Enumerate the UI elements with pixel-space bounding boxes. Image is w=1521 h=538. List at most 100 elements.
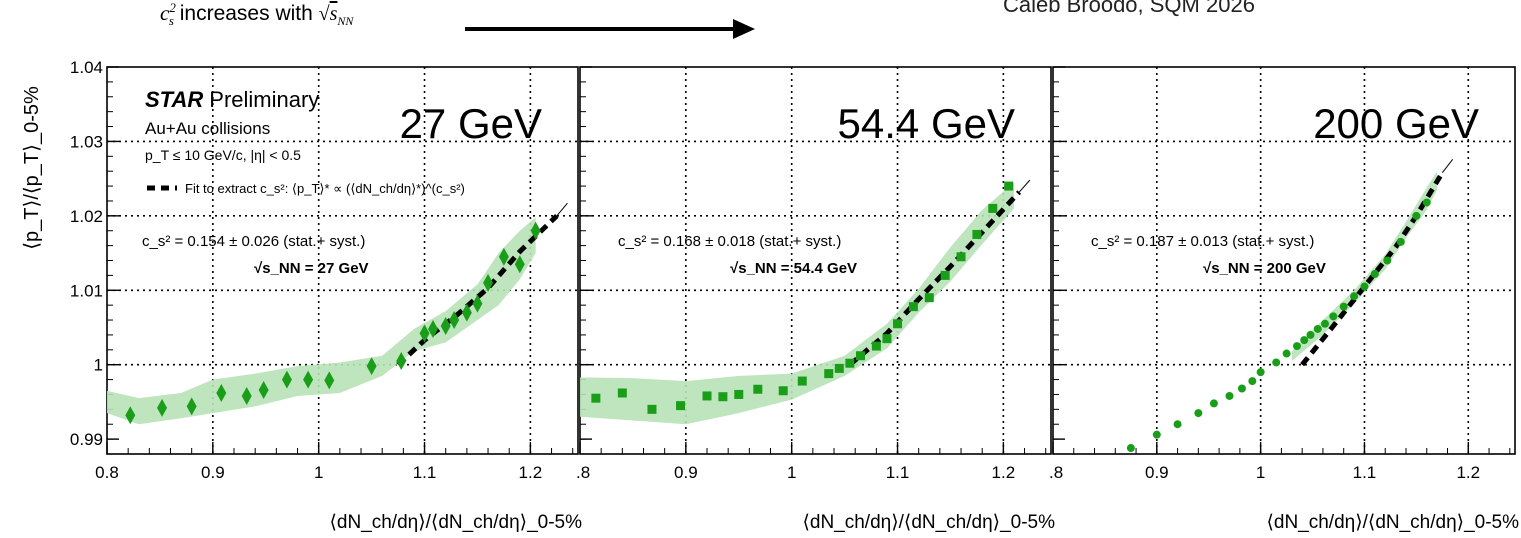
- data-point: [1306, 330, 1315, 339]
- panel-plot-area: [1126, 158, 1454, 453]
- data-point: [753, 384, 763, 394]
- x-tick-label: 0.8: [95, 463, 119, 482]
- trend-arrow: [465, 19, 755, 39]
- data-point: [972, 229, 982, 239]
- y-tick-label: 0.99: [70, 430, 103, 449]
- x-tick-label: 1: [1256, 463, 1265, 482]
- data-point: [924, 293, 934, 303]
- x-tick-label: 0.9: [201, 463, 225, 482]
- data-point: [676, 401, 686, 411]
- data-point: [1300, 336, 1309, 345]
- data-point: [1350, 292, 1359, 301]
- data-point: [908, 302, 918, 312]
- data-point: [427, 319, 438, 338]
- data-point: [1370, 269, 1379, 278]
- experiment-name: STAR: [145, 87, 203, 112]
- y-tick-label: 1.04: [70, 58, 103, 77]
- panel-plot-area: [580, 179, 1031, 425]
- y-tick-label: 1.02: [70, 207, 103, 226]
- data-point: [855, 351, 865, 361]
- data-point: [797, 376, 807, 386]
- x-tick-label: 1.2: [1456, 463, 1480, 482]
- data-point: [1282, 349, 1291, 358]
- x-tick-label: 1.1: [413, 463, 437, 482]
- data-point: [988, 203, 998, 213]
- panel-3: .8 0.9 1 1.1 1.2 200 GeV c_s² = 0.187 ± 0.013 …: [1049, 66, 1519, 533]
- y-axis-label: ⟨p_T⟩/⟨p_T⟩_0-5%: [21, 86, 43, 250]
- data-point: [216, 383, 227, 402]
- fit-extrapolation: [556, 202, 568, 217]
- data-point: [530, 221, 541, 240]
- panel-2: .8 0.9 1 1.1 1.2 54.4 GeV c_s² = 0.168 ± 0.018…: [576, 66, 1055, 533]
- data-point: [1004, 181, 1014, 191]
- data-point: [396, 351, 407, 370]
- legend-title: STAR Preliminary: [145, 87, 319, 112]
- data-point: [483, 273, 494, 292]
- data-point: [1412, 211, 1421, 220]
- data-point: [1194, 409, 1203, 418]
- data-point: [940, 270, 950, 280]
- data-point: [1209, 399, 1218, 408]
- data-point: [449, 311, 460, 330]
- data-point: [1173, 420, 1182, 429]
- uncertainty-band: [580, 182, 1014, 425]
- x-axis-label: ⟨dN_ch/dη⟩/⟨dN_ch/dη⟩_0-5%: [1266, 512, 1519, 533]
- data-point: [647, 404, 657, 414]
- cs2-result: c_s² = 0.187 ± 0.013 (stat.+ syst.): [1091, 233, 1314, 250]
- legend: STAR Preliminary Au+Au collisions p_T ≤ 10 …: [145, 87, 465, 196]
- data-point: [956, 252, 966, 262]
- x-tick-label: .8: [1049, 463, 1063, 482]
- energy-label: 54.4 GeV: [838, 100, 1015, 147]
- data-point: [1126, 444, 1135, 453]
- trend-cs-symbol: c2s: [160, 0, 176, 29]
- data-point: [834, 363, 844, 373]
- data-point: [1313, 324, 1322, 333]
- x-tick-label: 1: [314, 463, 323, 482]
- credit-text: Caleb Broodo, SQM 2026: [1003, 0, 1255, 17]
- kinematic-cuts: p_T ≤ 10 GeV/c, |η| < 0.5: [145, 147, 301, 163]
- data-point: [1152, 430, 1161, 439]
- data-point: [281, 370, 292, 389]
- data-point: [1237, 384, 1246, 393]
- data-point: [734, 389, 744, 399]
- x-tick-label: 0.9: [1145, 463, 1169, 482]
- data-point: [419, 324, 430, 343]
- data-point: [514, 255, 525, 274]
- energy-label: 27 GeV: [400, 100, 542, 147]
- x-axis-label: ⟨dN_ch/dη⟩/⟨dN_ch/dη⟩_0-5%: [802, 512, 1055, 533]
- data-point: [1339, 302, 1348, 311]
- data-point: [702, 391, 712, 401]
- data-point: [1256, 368, 1265, 377]
- data-point: [1360, 282, 1369, 291]
- data-point: [1272, 358, 1281, 367]
- fit-extrapolation: [1018, 179, 1031, 193]
- data-point: [1329, 312, 1338, 321]
- x-tick-label: 1.2: [519, 463, 543, 482]
- data-point: [1321, 319, 1330, 328]
- x-axis-label: ⟨dN_ch/dη⟩/⟨dN_ch/dη⟩_0-5%: [329, 512, 582, 533]
- panel-plot-area: [107, 202, 568, 425]
- x-tick-label: 0.9: [674, 463, 698, 482]
- data-point: [893, 319, 903, 329]
- status-label: Preliminary: [209, 87, 319, 112]
- data-point: [1248, 377, 1257, 386]
- data-point: [591, 393, 601, 403]
- y-tick-label: 1.03: [70, 132, 103, 151]
- sqrt-snn-label: √s_NN = 27 GeV: [254, 260, 369, 277]
- data-point: [1383, 256, 1392, 265]
- data-point: [1396, 237, 1405, 246]
- data-point: [324, 371, 335, 390]
- panel-1: 0.8 0.9 1 1.1 1.2 0.99 1 1.01 1.02 1.03 1.04 27 GeV…: [70, 58, 582, 533]
- data-point: [1422, 198, 1431, 207]
- data-point: [498, 247, 509, 266]
- data-point: [472, 294, 483, 313]
- x-tick-label: .8: [576, 463, 590, 482]
- data-point: [440, 316, 451, 335]
- sqrt-snn-label: √s_NN = 200 GeV: [1203, 260, 1326, 277]
- energy-label: 200 GeV: [1313, 100, 1479, 147]
- y-tick-label: 1: [94, 356, 103, 375]
- data-point: [1225, 391, 1234, 400]
- x-tick-label: 1.2: [992, 463, 1016, 482]
- data-point: [366, 357, 377, 376]
